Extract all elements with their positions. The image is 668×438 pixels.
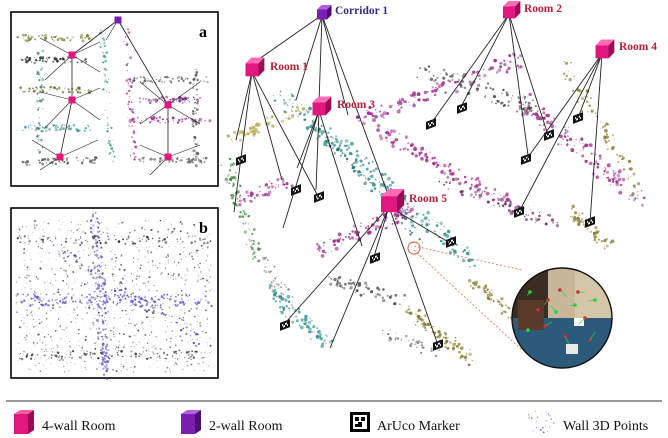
edge-room5-1: [329, 206, 390, 349]
room4-cube-icon: [595, 39, 615, 59]
aruco-marker-icon: [314, 191, 324, 203]
zoom-feature-points: [525, 288, 597, 345]
zoom-connector-bottom: [413, 249, 523, 351]
edge-room5-0: [285, 206, 390, 323]
aruco-marker-icon: [350, 412, 370, 432]
legend-item-wall-points: Wall 3D Points: [528, 410, 648, 434]
zoom-connector-top: [413, 245, 523, 271]
legend-label-four-wall: 4-wall Room: [42, 419, 116, 434]
edge-room5-2: [388, 206, 439, 346]
room1-label: Room 1: [270, 61, 308, 73]
zoom-inset: [407, 241, 613, 369]
legend-label-aruco: ArUco Marker: [377, 419, 460, 434]
panel-a-room-node: [68, 96, 76, 104]
legend: 4-wall Room 2-wall Room ArUco Marker: [14, 410, 648, 434]
edge-room3-1: [282, 110, 320, 229]
edge-corridor-room1: [251, 14, 323, 65]
edge-room4-0: [577, 53, 603, 119]
edge-room1-3: [251, 71, 321, 201]
main-point-cloud: [220, 52, 646, 367]
point-cloud-icon: [528, 410, 555, 434]
edge-room4-3: [519, 53, 603, 211]
panel-b-letter: b: [199, 220, 208, 237]
panel-a-room-node: [56, 153, 64, 161]
panel-a-room-node: [164, 101, 172, 109]
legend-item-four-wall: 4-wall Room: [14, 410, 116, 434]
room-nodes: Corridor 1 Room 1 Room 2 Room 3 Room 4 Room 5: [245, 1, 657, 213]
aruco-marker-icon: [514, 206, 524, 218]
panel-a: a: [10, 11, 219, 187]
room2-label: Room 2: [524, 3, 562, 15]
edge-room5-3: [372, 206, 390, 261]
edge-room3-2: [318, 110, 363, 247]
edge-corridor-room5: [321, 14, 390, 198]
room1-cube-icon: [245, 57, 265, 77]
edge-corridor1-1: [321, 15, 349, 116]
edge-room2-3: [508, 14, 549, 136]
corridor1-label: Corridor 1: [335, 5, 388, 17]
magenta-cube-icon: [14, 410, 34, 434]
aruco-marker-icon: [457, 102, 467, 114]
edge-room2-1: [431, 13, 510, 123]
edge-room4-1: [525, 53, 603, 161]
room5-cube-icon: [381, 189, 405, 213]
corridor1-cube-icon: [317, 5, 332, 20]
edge-room3-3: [315, 110, 320, 191]
zoom-frame: [511, 267, 613, 369]
aruco-marker-icon: [446, 236, 456, 248]
room5-label: Room 5: [409, 193, 447, 205]
room3-label: Room 3: [337, 99, 375, 111]
edge-room4-2: [589, 53, 603, 223]
edge-room1-0: [235, 71, 253, 141]
panel-a-room-node: [68, 51, 76, 59]
purple-cube-icon: [181, 410, 201, 434]
legend-label-two-wall: 2-wall Room: [209, 419, 283, 434]
legend-label-wall-points: Wall 3D Points: [563, 419, 648, 434]
room3-cube-icon: [312, 96, 332, 116]
room2-cube-icon: [503, 1, 521, 19]
edge-room1-1: [251, 71, 283, 181]
aruco-marker-icon: [280, 319, 290, 331]
panel-b-point-cloud: [15, 212, 213, 381]
panel-a-corridor-node: [114, 16, 122, 24]
panel-a-room-node: [164, 153, 172, 161]
panel-a-top-view: [16, 16, 212, 176]
edge-room2-2: [508, 14, 529, 156]
panel-a-letter: a: [199, 24, 207, 41]
scene-graph-edges: [233, 13, 603, 349]
panel-b: b: [10, 207, 219, 381]
edge-room2-0: [461, 13, 510, 106]
edge-room1-2: [233, 71, 253, 213]
edge-room5-4: [388, 206, 451, 244]
legend-item-two-wall: 2-wall Room: [181, 410, 283, 434]
edge-corridor1-0: [295, 15, 323, 101]
room4-label: Room 4: [619, 41, 657, 53]
panel-b-frame: [10, 207, 219, 379]
edge-corridor-room3: [318, 14, 323, 104]
zoom-source-circle: [407, 241, 421, 255]
aruco-marker-icon: [426, 118, 436, 130]
aruco-marker-icon: [544, 129, 554, 141]
edge-room3-0: [296, 110, 320, 169]
legend-item-aruco: ArUco Marker: [350, 412, 460, 434]
